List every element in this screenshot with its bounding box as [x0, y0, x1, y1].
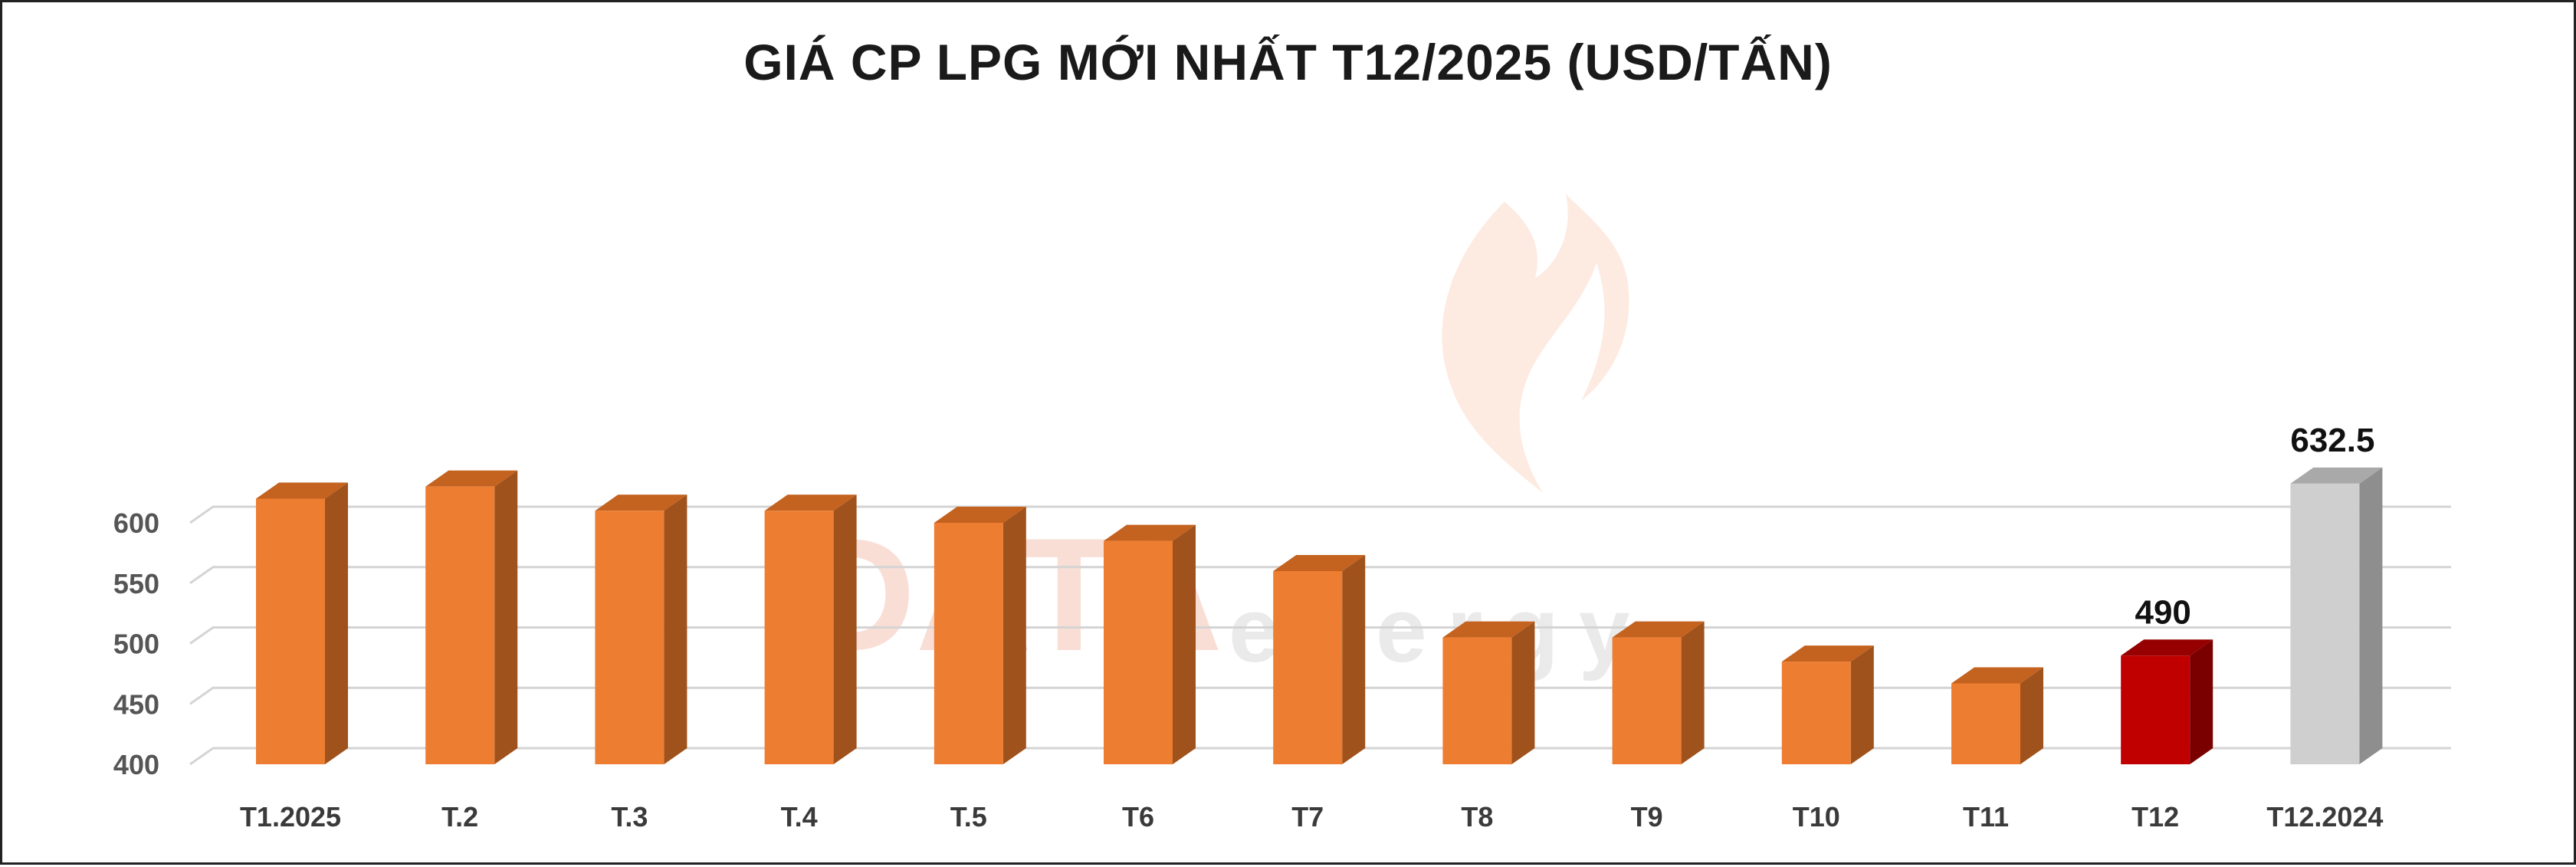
- bar-side: [494, 470, 518, 764]
- bar-t-5: [934, 507, 1026, 764]
- bar-front: [934, 523, 1003, 764]
- chart-title: GIÁ CP LPG MỚI NHẤT T12/2025 (USD/TẤN): [743, 34, 1833, 90]
- bars: 490 632.5: [256, 422, 2383, 764]
- bar-side: [1173, 524, 1196, 764]
- bar-t9: [1612, 621, 1705, 764]
- bar-side: [2359, 467, 2383, 764]
- bar-front: [764, 511, 834, 764]
- bar-t7: [1273, 555, 1366, 764]
- bar-t10: [1781, 645, 1874, 764]
- bar-top: [2121, 639, 2213, 656]
- x-tick-label: T.2: [441, 801, 478, 833]
- y-tick-label: 550: [113, 568, 159, 599]
- y-axis: 400 450 500 550 600: [113, 507, 159, 780]
- bar-top: [1612, 621, 1705, 638]
- x-tick-label: T9: [1631, 801, 1663, 833]
- bar-front: [1951, 683, 2020, 764]
- gridline: [189, 686, 2451, 705]
- x-tick-label: T7: [1291, 801, 1324, 833]
- bar-top: [1781, 645, 1874, 662]
- bar-front: [1781, 662, 1851, 764]
- x-tick-label: T11: [1963, 801, 2009, 833]
- x-tick-label: T12: [2131, 801, 2179, 833]
- gridline: [189, 566, 2451, 584]
- x-tick-label: T.5: [950, 801, 987, 833]
- gridline: [189, 626, 2451, 645]
- bar-t-2: [425, 470, 518, 764]
- x-tick-label: T12.2024: [2266, 801, 2383, 833]
- bar-side: [833, 494, 857, 764]
- bar-t8: [1442, 621, 1535, 764]
- bar-side: [1511, 621, 1535, 764]
- x-tick-label: T.3: [611, 801, 648, 833]
- bar-t1-2025: [256, 482, 348, 764]
- bar-top: [764, 494, 857, 511]
- bar-side: [2190, 639, 2213, 764]
- bar-top: [934, 507, 1026, 523]
- flame-watermark-icon: [1442, 194, 1629, 493]
- bar-front: [2121, 655, 2190, 764]
- bar-front: [1104, 540, 1173, 764]
- x-tick-label: T.4: [781, 801, 818, 833]
- y-tick-label: 500: [113, 629, 159, 660]
- bar-top: [1442, 621, 1535, 638]
- gridlines: [189, 505, 2451, 766]
- x-tick-label: T6: [1122, 801, 1154, 833]
- data-label: 632.5: [2290, 422, 2374, 459]
- bar-t12: [2121, 639, 2213, 764]
- bar-front: [256, 498, 325, 764]
- bar-side: [1681, 621, 1705, 764]
- bar-top: [595, 494, 687, 511]
- bar-side: [1850, 645, 1874, 764]
- gridline: [189, 505, 2451, 524]
- bar-front: [1612, 637, 1682, 764]
- gridline: [189, 747, 2451, 766]
- y-tick-label: 600: [113, 507, 159, 539]
- x-axis: T1.2025 T.2 T.3 T.4 T.5 T6 T7 T8 T9 T10 T11 T12 T12.…: [240, 801, 2384, 833]
- bar-top: [256, 482, 348, 499]
- data-label: 490: [2135, 593, 2190, 631]
- bar-side: [1003, 507, 1026, 764]
- x-tick-label: T8: [1461, 801, 1493, 833]
- bar-t-4: [764, 494, 857, 764]
- bar-top: [2290, 467, 2383, 484]
- bar-front: [1442, 637, 1512, 764]
- y-tick-label: 450: [113, 688, 159, 720]
- bar-t-3: [595, 494, 687, 764]
- y-tick-label: 400: [113, 749, 159, 780]
- watermark-logo: DATA energy: [799, 194, 1630, 685]
- bar-t6: [1104, 524, 1196, 764]
- bar-top: [1951, 667, 2043, 684]
- bar-front: [425, 486, 495, 764]
- bar-front: [2290, 483, 2360, 764]
- bar-t12-2024: [2290, 467, 2383, 764]
- bar-top: [1104, 524, 1196, 541]
- bar-side: [1342, 555, 1366, 764]
- bar-top: [1273, 555, 1366, 571]
- bar-side: [2020, 667, 2043, 764]
- bar-top: [425, 470, 518, 487]
- x-tick-label: T1.2025: [240, 801, 341, 833]
- bar-t11: [1951, 667, 2043, 764]
- bar-front: [595, 511, 665, 764]
- bar-side: [325, 482, 348, 764]
- bar-side: [664, 494, 687, 764]
- x-tick-label: T10: [1793, 801, 1840, 833]
- bar-front: [1273, 571, 1343, 764]
